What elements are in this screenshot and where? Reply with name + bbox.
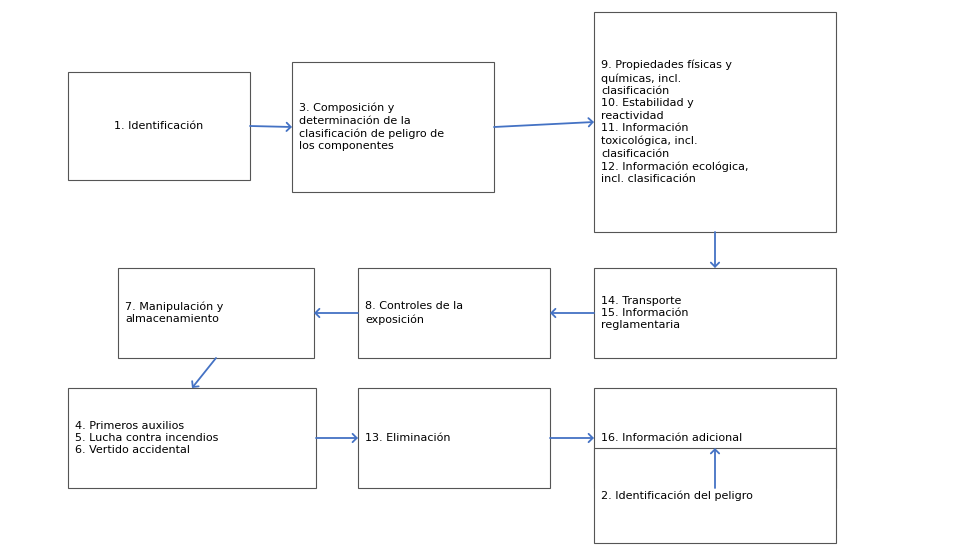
Bar xyxy=(594,268,836,358)
Text: 9. Propiedades físicas y
químicas, incl.
clasificación
10. Estabilidad y
reactiv: 9. Propiedades físicas y químicas, incl.… xyxy=(601,60,749,184)
Text: 16. Información adicional: 16. Información adicional xyxy=(601,433,742,443)
Text: 4. Primeros auxilios
5. Lucha contra incendios
6. Vertido accidental: 4. Primeros auxilios 5. Lucha contra inc… xyxy=(75,421,219,455)
Text: 13. Eliminación: 13. Eliminación xyxy=(365,433,451,443)
Bar xyxy=(594,448,836,543)
Bar xyxy=(292,62,494,192)
Text: 8. Controles de la
exposición: 8. Controles de la exposición xyxy=(365,301,464,325)
Text: 3. Composición y
determinación de la
clasificación de peligro de
los componentes: 3. Composición y determinación de la cla… xyxy=(299,103,444,151)
Text: 7. Manipulación y
almacenamiento: 7. Manipulación y almacenamiento xyxy=(125,301,223,324)
Bar xyxy=(358,388,550,488)
Bar xyxy=(358,268,550,358)
Text: 14. Transporte
15. Información
reglamentaria: 14. Transporte 15. Información reglament… xyxy=(601,296,689,330)
Text: 2. Identificación del peligro: 2. Identificación del peligro xyxy=(601,490,753,501)
Bar xyxy=(594,388,836,488)
Bar xyxy=(68,388,316,488)
Bar xyxy=(68,72,250,180)
Text: 1. Identificación: 1. Identificación xyxy=(115,121,204,131)
Bar xyxy=(594,12,836,232)
Bar xyxy=(118,268,314,358)
